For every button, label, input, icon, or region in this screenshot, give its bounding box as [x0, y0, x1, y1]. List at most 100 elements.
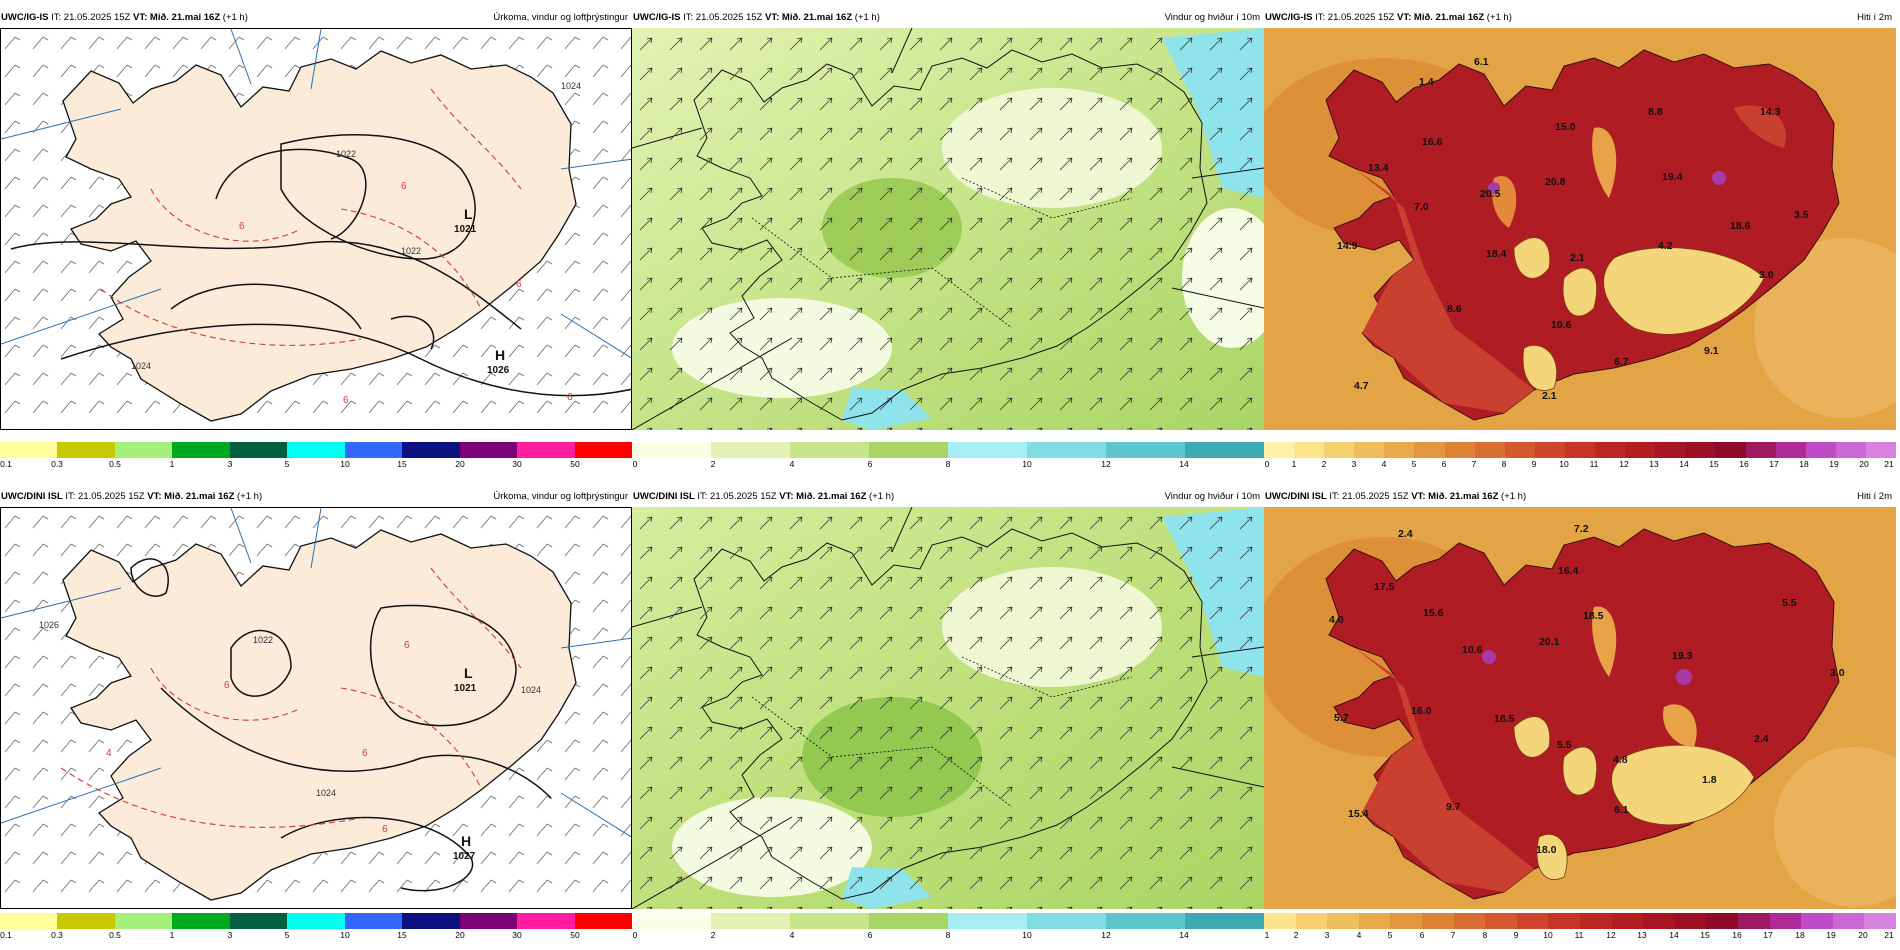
- temp-contour-label: 6: [362, 748, 368, 759]
- init-time: IT: 21.05.2025 15Z: [1329, 491, 1409, 502]
- isobar-label: 1022: [401, 246, 421, 256]
- temp-value: 4.8: [1613, 754, 1628, 766]
- colorbar-tick: 15: [1709, 459, 1719, 469]
- colorbar-tick: 6: [867, 930, 873, 940]
- isobar-label: 1022: [253, 635, 273, 645]
- colorbar-tick: 19: [1829, 459, 1839, 469]
- colorbar-tick: 6: [1441, 459, 1447, 469]
- colorbar-ticks: 0 2 4 6 8 10 12 14: [632, 459, 1264, 471]
- colorbar-tick: 15: [397, 459, 407, 469]
- model-label: UWC/DINI ISL: [633, 491, 695, 502]
- colorbar-tick: 2: [710, 930, 716, 940]
- temp-value: 3.0: [1759, 269, 1774, 281]
- colorbar-ticks: 0 1 2 3 4 5 6 7 8 9 10 11 12 13 14 15 16…: [1264, 459, 1896, 471]
- isobar-label: 1024: [561, 81, 581, 91]
- colorbar-tick: 7: [1471, 459, 1477, 469]
- colorbar-tick: 50: [570, 930, 580, 940]
- temp-value: 3.5: [1794, 209, 1809, 221]
- panel-title: Vindur og hviður í 10m: [1164, 491, 1260, 502]
- temp-value: 6.1: [1614, 804, 1629, 816]
- temp-value: 18.4: [1486, 248, 1507, 260]
- colorbar-tick: 14: [1179, 930, 1189, 940]
- panel-header: UWC/DINI ISL IT: 21.05.2025 15Z VT: Mið.…: [0, 487, 632, 507]
- colorbar-ticks: 0 2 4 6 8 10 12 14: [632, 930, 1264, 942]
- temp-map-svg: 2.4 7.2 17.5 16.4 15.6 18.5 5.5 4.0 20.1…: [1264, 507, 1896, 909]
- low-value: 1021: [454, 224, 477, 235]
- init-time: IT: 21.05.2025 15Z: [697, 491, 777, 502]
- colorbar-tick: 4: [1356, 930, 1362, 940]
- colorbar-tick: 0: [1264, 459, 1270, 469]
- temp-value: 4.2: [1658, 240, 1673, 252]
- precip-map-svg: L 1021 H 1026 1022 1022 1024 1024 6 6 6 …: [1, 29, 631, 429]
- wind-map[interactable]: [632, 507, 1264, 909]
- temp-value: 20.5: [1480, 188, 1501, 200]
- model-label: UWC/IG-IS: [1265, 12, 1313, 23]
- wind-panel-igis: UWC/IG-IS IT: 21.05.2025 15Z VT: Mið. 21…: [632, 8, 1264, 478]
- temp-value: 2.4: [1754, 733, 1769, 745]
- high-value: 1027: [453, 851, 476, 862]
- panel-title: Hiti í 2m: [1857, 12, 1892, 23]
- precip-map[interactable]: L 1021 H 1026 1022 1022 1024 1024 6 6 6 …: [0, 28, 632, 430]
- temp-contour-label: 6: [401, 181, 407, 192]
- isobar-label: 1026: [39, 620, 59, 630]
- low-letter: L: [464, 665, 473, 681]
- temp-value: 2.1: [1542, 390, 1557, 402]
- temp-value: 19.4: [1662, 171, 1683, 183]
- temp-value: 10.6: [1551, 319, 1572, 331]
- colorbar-tick: 18: [1799, 459, 1809, 469]
- temp-value: 14.3: [1760, 106, 1781, 118]
- temp-value: 3.0: [1830, 667, 1845, 679]
- temp-contour-label: 6: [224, 680, 230, 691]
- colorbar-tick: 0.5: [109, 930, 121, 940]
- panel-title: Hiti í 2m: [1857, 491, 1892, 502]
- colorbar-tick: 8: [945, 930, 951, 940]
- lead-time: (+1 h): [237, 491, 263, 502]
- colorbar-tick: 10: [1022, 459, 1032, 469]
- colorbar-tick: 14: [1179, 459, 1189, 469]
- colorbar-tick: 4: [789, 930, 795, 940]
- wind-panel-dini: UWC/DINI ISL IT: 21.05.2025 15Z VT: Mið.…: [632, 487, 1264, 950]
- colorbar-tick: 5: [284, 459, 290, 469]
- model-label: UWC/DINI ISL: [1265, 491, 1327, 502]
- temp-value: 18.6: [1730, 220, 1751, 232]
- colorbar-tick: 0.1: [0, 459, 12, 469]
- temp-contour-label: 6: [404, 640, 410, 651]
- colorbar-tick: 20: [1858, 930, 1868, 940]
- init-time: IT: 21.05.2025 15Z: [51, 12, 131, 23]
- isobar-label: 1022: [336, 149, 356, 159]
- model-label: UWC/IG-IS: [1, 12, 49, 23]
- temp-value: 20.8: [1545, 176, 1566, 188]
- colorbar-tick: 4: [789, 459, 795, 469]
- temp-map[interactable]: 1.4 6.1 16.6 15.0 8.8 14.3 13.4 7.0 20.5…: [1264, 28, 1896, 430]
- lead-time: (+1 h): [222, 12, 248, 23]
- colorbar-tick: 9: [1531, 459, 1537, 469]
- temp-value: 2.1: [1570, 252, 1585, 264]
- colorbar-tick: 4: [1381, 459, 1387, 469]
- colorbar: [0, 442, 632, 458]
- colorbar: [1264, 442, 1896, 458]
- colorbar-tick: 19: [1826, 930, 1836, 940]
- colorbar-tick: 1: [169, 930, 175, 940]
- wind-map[interactable]: [632, 28, 1264, 430]
- colorbar-tick: 50: [570, 459, 580, 469]
- colorbar-tick: 0.3: [51, 930, 63, 940]
- colorbar-tick: 8: [1501, 459, 1507, 469]
- temp-value: 2.4: [1398, 528, 1413, 540]
- temp-map[interactable]: 2.4 7.2 17.5 16.4 15.6 18.5 5.5 4.0 20.1…: [1264, 507, 1896, 909]
- colorbar-tick: 0: [632, 459, 638, 469]
- temp-value: 10.6: [1462, 644, 1483, 656]
- temp-value: 18.5: [1494, 713, 1515, 725]
- colorbar-tick: 16: [1732, 930, 1742, 940]
- model-label: UWC/DINI ISL: [1, 491, 63, 502]
- colorbar-tick: 12: [1101, 459, 1111, 469]
- panel-header: UWC/DINI ISL IT: 21.05.2025 15Z VT: Mið.…: [632, 487, 1264, 507]
- wind-map-svg: [632, 507, 1264, 909]
- isobar-label: 1024: [316, 788, 336, 798]
- temp-map-svg: 1.4 6.1 16.6 15.0 8.8 14.3 13.4 7.0 20.5…: [1264, 28, 1896, 430]
- colorbar-tick: 1: [1264, 930, 1270, 940]
- temp-panel-dini: UWC/DINI ISL IT: 21.05.2025 15Z VT: Mið.…: [1264, 487, 1896, 950]
- precip-map[interactable]: L 1021 H 1027 1022 1024 1024 1026 6 6 6 …: [0, 507, 632, 909]
- colorbar-tick: 13: [1649, 459, 1659, 469]
- colorbar-tick: 20: [1859, 459, 1869, 469]
- colorbar-ticks: 1 2 3 4 5 6 7 8 9 10 11 12 13 14 15 16 1…: [1264, 930, 1896, 942]
